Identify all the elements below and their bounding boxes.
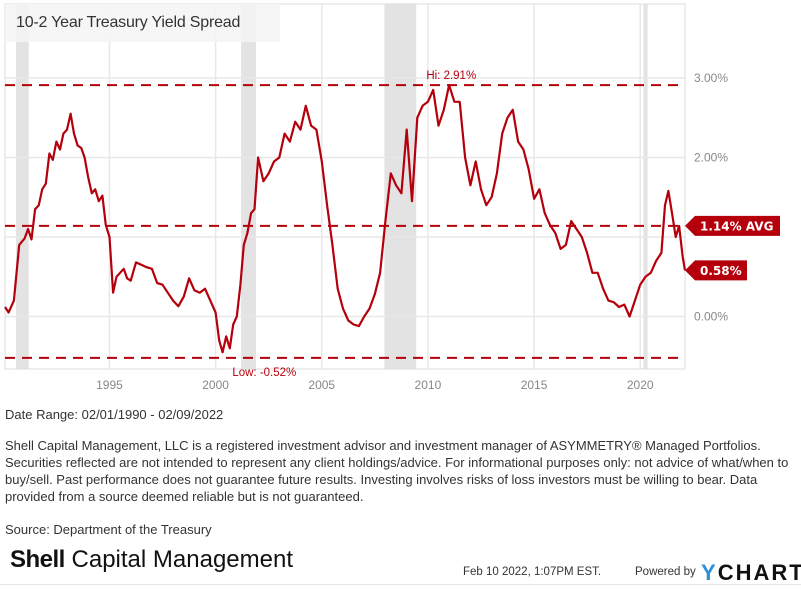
timestamp: Feb 10 2022, 1:07PM EST. (463, 566, 602, 578)
value-flags: 1.14% AVG 0.58% (685, 215, 780, 281)
ycharts-logo[interactable]: YCHARTS (701, 560, 801, 586)
brand-logo: Shell Capital Management (10, 546, 293, 574)
avg-flag-shape (685, 215, 780, 236)
brand-rest: Capital Management (71, 546, 293, 573)
y-tick-label: 0.00% (694, 310, 728, 324)
chart-title: 10-2 Year Treasury Yield Spread (16, 14, 241, 31)
low-annotation: Low: -0.52% (232, 367, 296, 379)
recession-band (643, 4, 648, 369)
brand-bold: Shell (10, 546, 65, 573)
y-tick-label: 3.00% (694, 71, 728, 85)
recession-bands (16, 4, 648, 369)
ycharts-y-icon: Y (701, 560, 718, 585)
recession-band (16, 4, 29, 369)
last-value-flag-shape (685, 260, 747, 281)
reference-lines (5, 84, 685, 359)
avg-flag: 1.14% AVG (685, 215, 780, 236)
high-annotation: Hi: 2.91% (426, 70, 476, 82)
disclaimer: Shell Capital Management, LLC is a regis… (5, 438, 789, 504)
grid-lines (5, 4, 685, 369)
ycharts-wordmark: CHARTS (717, 560, 801, 585)
bottom-divider (0, 584, 801, 585)
x-axis-ticks: 1995 2000 2005 2010 2015 2020 (96, 378, 654, 392)
last-value-flag-text: 0.58% (700, 264, 742, 278)
x-tick-label: 2010 (415, 378, 442, 392)
avg-flag-text: 1.14% AVG (700, 219, 773, 233)
series-line (4, 84, 687, 354)
yield-spread-chart: 0.00% 2.00% 3.00% 1995 2000 2005 2010 2015 2020… (4, 3, 780, 392)
powered-by-label: Powered by (635, 566, 696, 578)
chart-title-box (5, 4, 280, 42)
source-note: Source: Department of the Treasury (5, 522, 212, 537)
x-tick-label: 2005 (308, 378, 335, 392)
annotations: Hi: 2.91% Low: -0.52% (232, 70, 476, 379)
x-tick-label: 1995 (96, 378, 123, 392)
x-tick-label: 2000 (202, 378, 229, 392)
y-tick-label: 2.00% (694, 150, 728, 164)
plot-frame (4, 3, 686, 370)
x-tick-label: 2015 (521, 378, 548, 392)
y-axis-ticks: 0.00% 2.00% 3.00% (694, 71, 728, 324)
recession-band (241, 4, 256, 369)
last-value-flag: 0.58% (685, 260, 747, 281)
date-range: Date Range: 02/01/1990 - 02/09/2022 (5, 407, 224, 422)
x-tick-label: 2020 (627, 378, 654, 392)
